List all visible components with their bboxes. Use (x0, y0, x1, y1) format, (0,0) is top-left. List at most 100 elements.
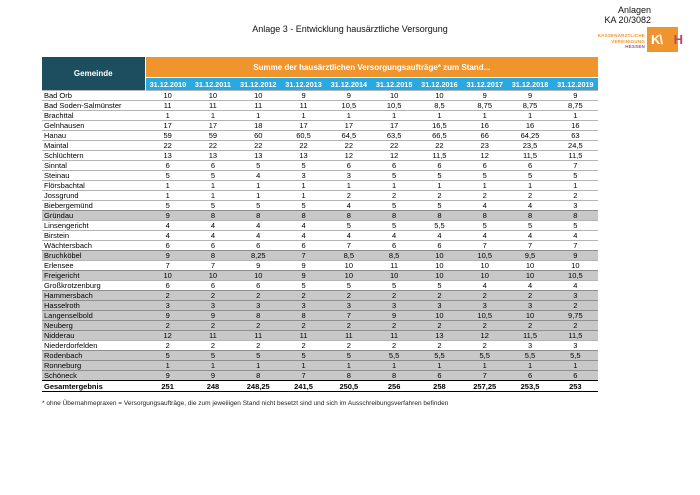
value-cell: 11 (371, 330, 417, 341)
value-cell: 11 (190, 330, 236, 341)
value-cell: 2 (416, 340, 463, 351)
value-cell: 241,5 (280, 380, 327, 392)
value-cell: 5 (416, 170, 463, 181)
value-cell: 63,5 (371, 130, 417, 141)
value-cell: 10,5 (462, 250, 508, 261)
value-cell: 3 (190, 300, 236, 311)
value-cell: 5 (552, 220, 599, 231)
value-cell: 9 (280, 260, 327, 271)
table-row: Langenselbold 9 9 8 8 7 9 10 10,5 10 9,75 (42, 310, 599, 321)
kvh-logo-icon: K\ H (647, 27, 683, 52)
gemeinde-name: Niederdorfelden (42, 340, 145, 351)
column-header-date: 31.12.2017 (462, 77, 508, 91)
table-row: Ronneburg 1 1 1 1 1 1 1 1 1 1 (42, 360, 599, 371)
banner-row: Gemeinde Summe der hausärztlichen Versor… (42, 57, 599, 91)
logo-org-line2: VEREINIGUNG (611, 38, 645, 44)
value-cell: 5 (507, 170, 553, 181)
value-cell: 8 (462, 210, 508, 221)
value-cell: 6 (507, 160, 553, 171)
value-cell: 17 (190, 120, 236, 131)
table-row: Bad Orb 10 10 10 9 9 10 10 9 9 9 (42, 90, 599, 101)
value-cell: 5 (235, 350, 281, 361)
value-cell: 5 (326, 220, 372, 231)
value-cell: 10 (507, 310, 553, 321)
value-cell: 9 (326, 90, 372, 101)
value-cell: 5,5 (462, 350, 508, 361)
value-cell: 23,5 (507, 140, 553, 151)
value-cell: 11,5 (507, 150, 553, 161)
value-cell: 5 (507, 220, 553, 231)
value-cell: 5 (371, 280, 417, 291)
gemeinde-name: Birstein (42, 230, 145, 241)
value-cell: 6 (416, 160, 463, 171)
value-cell: 2 (190, 340, 236, 351)
value-cell: 4 (552, 280, 599, 291)
gemeinde-name: Steinau (42, 170, 145, 181)
value-cell: 253 (552, 380, 599, 392)
table-row: Schlüchtern 13 13 13 13 12 12 11,5 12 11,5 11,5 (42, 150, 599, 161)
footnote: * ohne Übernahmepraxen = Versorgungsauft… (42, 400, 449, 407)
value-cell: 8 (371, 370, 417, 381)
value-cell: 5 (280, 160, 327, 171)
table-row: Nidderau 12 11 11 11 11 11 13 12 11,5 11,5 (42, 330, 599, 341)
value-cell: 11,5 (552, 150, 599, 161)
value-cell: 1 (371, 110, 417, 121)
value-cell: 2 (190, 320, 236, 331)
value-cell: 59 (190, 130, 236, 141)
value-cell: 17 (326, 120, 372, 131)
value-cell: 6 (145, 160, 191, 171)
value-cell: 7 (507, 240, 553, 251)
gemeinde-name: Neuberg (42, 320, 145, 331)
value-cell: 2 (145, 290, 191, 301)
gemeinde-name: Wächtersbach (42, 240, 145, 251)
value-cell: 5 (462, 220, 508, 231)
value-cell: 4 (235, 170, 281, 181)
value-cell: 12 (145, 330, 191, 341)
gemeinde-name: Großkrotzenburg (42, 280, 145, 291)
date-header-row: 31.12.2010 31.12.2011 31.12.2012 31.12.2013… (42, 77, 599, 91)
gemeinde-name: Erlensee (42, 260, 145, 271)
value-cell: 9 (552, 90, 599, 101)
value-cell: 7 (552, 240, 599, 251)
value-cell: 1 (326, 110, 372, 121)
value-cell: 6 (235, 240, 281, 251)
value-cell: 1 (145, 360, 191, 371)
gemeinde-name: Gelnhausen (42, 120, 145, 131)
value-cell: 6 (462, 160, 508, 171)
value-cell: 4 (190, 230, 236, 241)
value-cell: 4 (462, 280, 508, 291)
value-cell: 1 (371, 360, 417, 371)
gemeinde-name: Schlüchtern (42, 150, 145, 161)
value-cell: 1 (235, 360, 281, 371)
value-cell: 5 (190, 170, 236, 181)
value-cell: 4 (507, 230, 553, 241)
value-cell: 5 (416, 280, 463, 291)
value-cell: 10 (552, 260, 599, 271)
column-header-date: 31.12.2016 (416, 77, 463, 91)
value-cell: 7 (326, 240, 372, 251)
column-header-date: 31.12.2015 (371, 77, 417, 91)
value-cell: 13 (145, 150, 191, 161)
page-title: Anlage 3 - Entwicklung hausärztliche Ver… (252, 24, 448, 34)
gemeinde-name: Jossgrund (42, 190, 145, 201)
value-cell: 8 (190, 250, 236, 261)
value-cell: 63 (552, 130, 599, 141)
value-cell: 3 (371, 300, 417, 311)
value-cell: 4 (507, 200, 553, 211)
value-cell: 9 (235, 260, 281, 271)
value-cell: 16 (507, 120, 553, 131)
value-cell: 9 (145, 210, 191, 221)
value-cell: 2 (507, 290, 553, 301)
value-cell: 1 (190, 110, 236, 121)
total-row: Gesamtergebnis 251 248 248,25 241,5 250,5 256 2… (42, 380, 599, 392)
value-cell: 4 (416, 230, 463, 241)
value-cell: 8 (280, 210, 327, 221)
table-row: Hammersbach 2 2 2 2 2 2 2 2 2 3 (42, 290, 599, 301)
value-cell: 8 (507, 210, 553, 221)
value-cell: 5,5 (371, 350, 417, 361)
table-row: Jossgrund 1 1 1 1 2 2 2 2 2 2 (42, 190, 599, 201)
value-cell: 3 (462, 300, 508, 311)
value-cell: 1 (507, 180, 553, 191)
value-cell: 22 (280, 140, 327, 151)
value-cell: 12 (462, 330, 508, 341)
